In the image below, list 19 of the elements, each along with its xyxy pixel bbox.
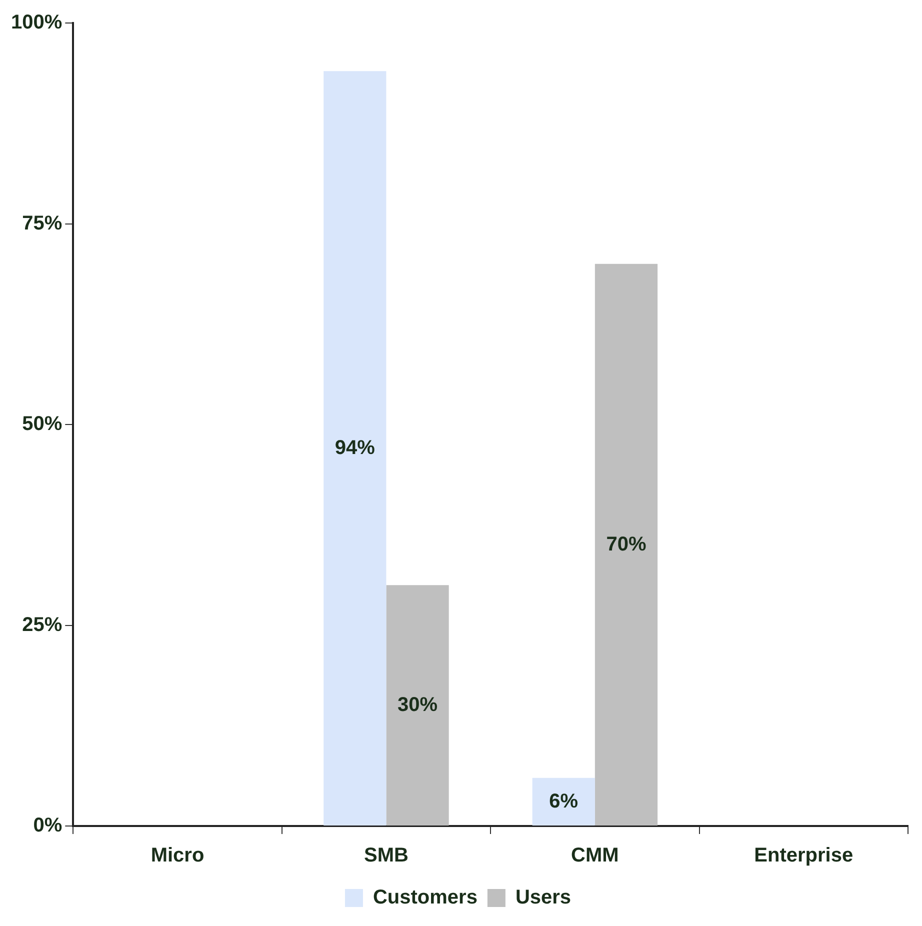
y-tick-label: 75% bbox=[22, 212, 62, 234]
data-label: 70% bbox=[606, 533, 646, 556]
legend-label: Users bbox=[515, 886, 572, 909]
bar bbox=[386, 585, 449, 826]
legend-label: Customers bbox=[372, 886, 478, 909]
x-tick-label: Enterprise bbox=[754, 844, 854, 867]
x-tick-label: CMM bbox=[571, 844, 619, 867]
bar bbox=[532, 778, 595, 826]
x-tick-label: SMB bbox=[364, 844, 408, 867]
data-label: 6% bbox=[549, 790, 578, 812]
x-tick-label: Micro bbox=[150, 844, 204, 867]
bar bbox=[594, 264, 658, 826]
data-label: 30% bbox=[398, 694, 438, 716]
bar bbox=[324, 71, 386, 826]
y-tick-label: 0% bbox=[33, 814, 62, 837]
y-tick-label: 25% bbox=[22, 614, 62, 636]
y-tick-label: 50% bbox=[22, 413, 62, 436]
data-label: 94% bbox=[334, 437, 376, 460]
y-tick-label: 100% bbox=[10, 12, 62, 34]
